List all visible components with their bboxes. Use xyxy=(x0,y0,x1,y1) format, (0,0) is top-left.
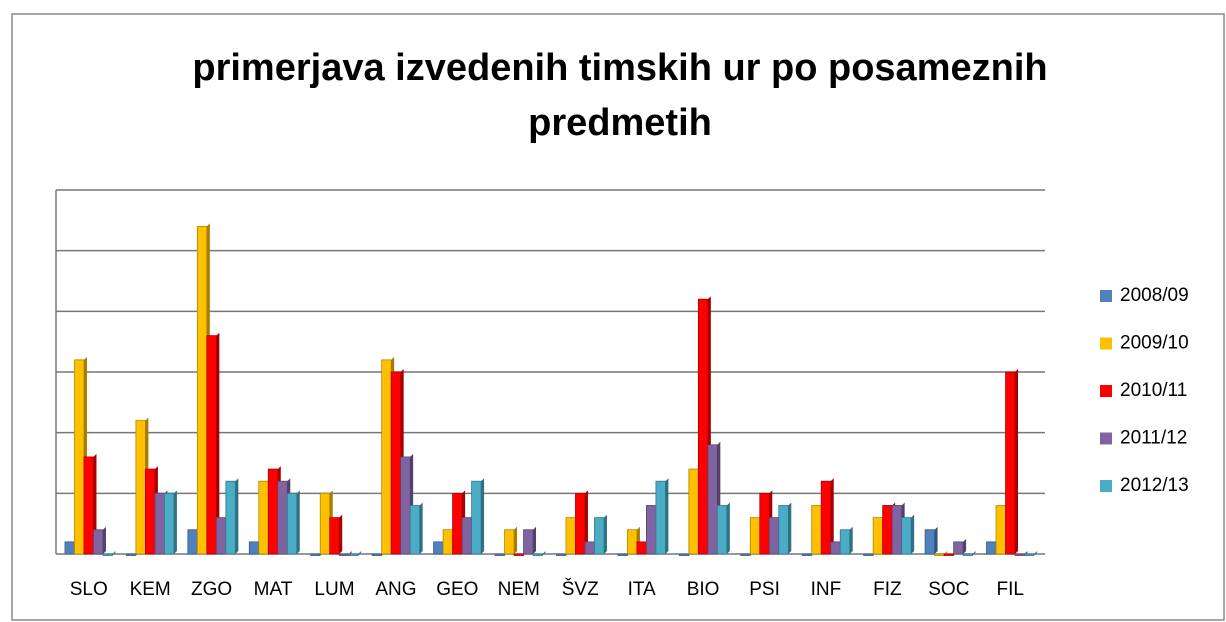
legend-label: 2008/09 xyxy=(1120,285,1189,306)
chart-title: primerjava izvedenih timskih ur po posam… xyxy=(192,47,1047,144)
bar xyxy=(409,502,423,555)
legend-swatch xyxy=(1100,432,1112,445)
x-tick-label: KEM xyxy=(130,579,171,600)
bar xyxy=(471,478,485,555)
x-tick-label: INF xyxy=(811,579,842,600)
bar xyxy=(164,490,177,555)
bar xyxy=(93,526,106,555)
x-tick-label: SLO xyxy=(70,579,108,600)
bar xyxy=(820,478,834,555)
bar xyxy=(83,453,97,555)
bar xyxy=(901,514,915,555)
bar xyxy=(1005,369,1019,555)
bar xyxy=(504,526,518,555)
bar xyxy=(924,526,938,555)
x-tick-label: FIZ xyxy=(873,579,902,600)
x-tick-label: ITA xyxy=(628,579,656,600)
bar xyxy=(523,526,537,555)
x-tick-label: ŠVZ xyxy=(562,578,599,600)
legend-label: 2009/10 xyxy=(1120,333,1189,354)
bar xyxy=(962,551,976,556)
x-tick-label: GEO xyxy=(436,579,478,600)
bar xyxy=(778,502,792,555)
bar xyxy=(206,332,220,555)
x-tick-label: LUM xyxy=(314,579,354,600)
x-tick-label: ANG xyxy=(375,579,416,600)
bar xyxy=(348,551,362,556)
bar xyxy=(655,478,669,555)
bar xyxy=(575,490,588,555)
legend-swatch xyxy=(1100,480,1112,492)
bar xyxy=(594,514,607,555)
legend-label: 2012/13 xyxy=(1120,475,1189,496)
bar xyxy=(839,526,853,555)
legend-swatch xyxy=(1100,290,1112,302)
x-tick-label: MAT xyxy=(254,579,293,600)
x-tick-label: ZGO xyxy=(191,579,232,600)
legend-label: 2011/12 xyxy=(1120,428,1187,449)
x-tick-label: BIO xyxy=(687,579,720,600)
legend-label: 2010/11 xyxy=(1120,380,1187,401)
x-tick-label: NEM xyxy=(498,579,540,600)
legend-swatch xyxy=(1100,337,1112,350)
bar xyxy=(329,514,343,555)
legend-swatch xyxy=(1100,385,1112,397)
x-tick-label: SOC xyxy=(928,579,969,600)
bar xyxy=(102,551,116,556)
bar xyxy=(286,490,300,555)
bar xyxy=(532,551,546,556)
x-tick-label: FIL xyxy=(997,579,1024,600)
bar xyxy=(225,478,239,555)
bar xyxy=(953,538,967,555)
bar xyxy=(1024,551,1038,556)
bar xyxy=(716,502,730,555)
x-tick-label: PSI xyxy=(749,579,780,600)
